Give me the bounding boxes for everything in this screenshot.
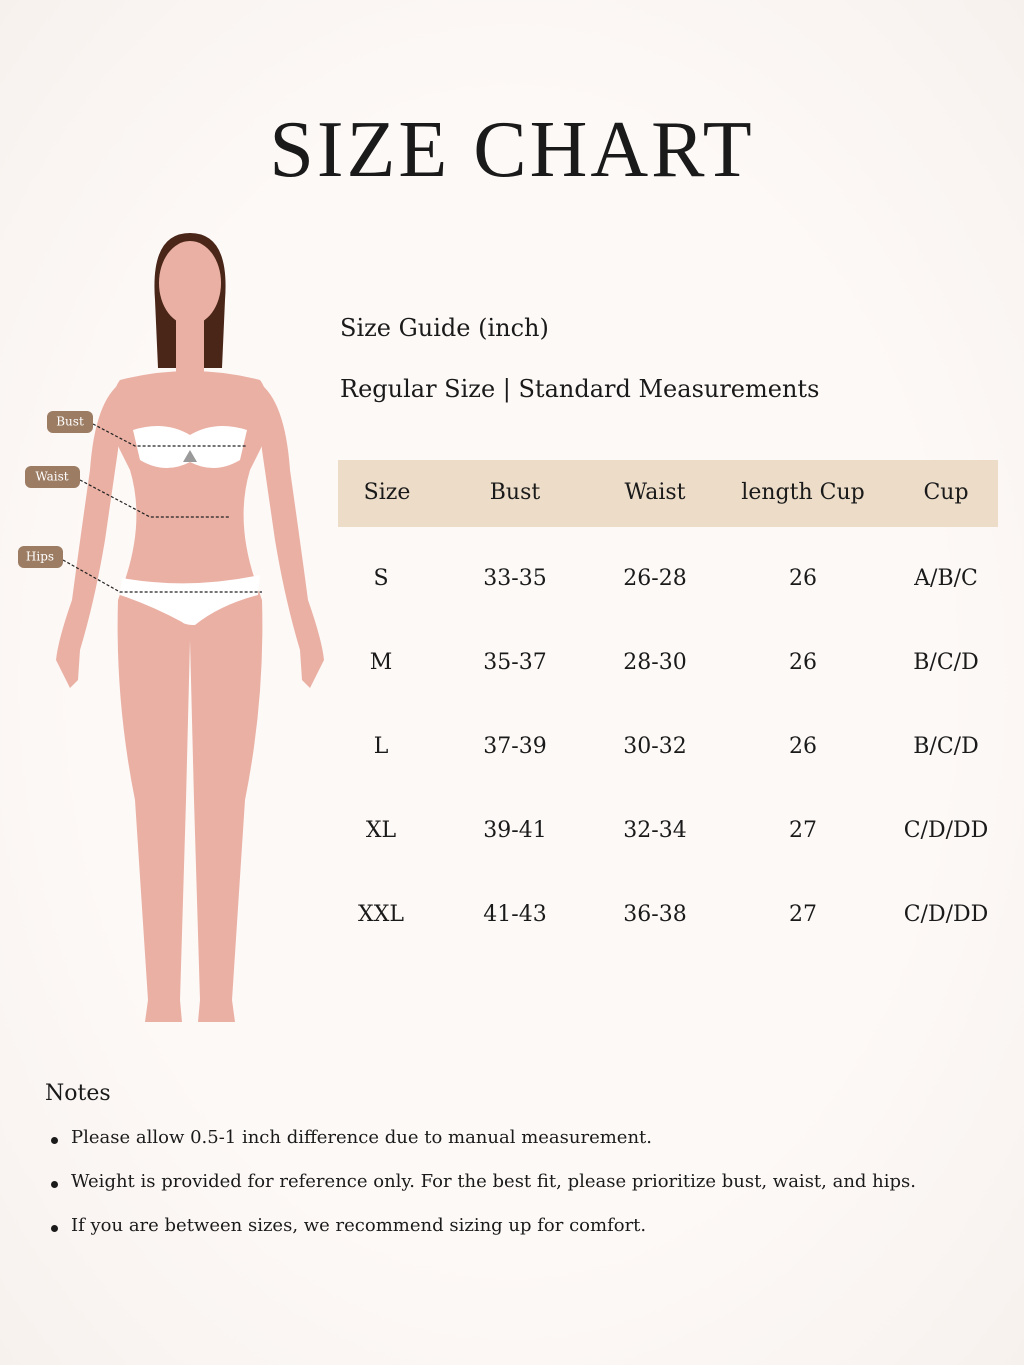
table-cell: 26 bbox=[789, 650, 817, 675]
figure-label: Bust bbox=[56, 415, 84, 429]
table-cell: 27 bbox=[789, 902, 817, 927]
table-cell: 33-35 bbox=[483, 566, 547, 591]
title: SIZE CHART bbox=[269, 106, 755, 194]
table-cell: 30-32 bbox=[623, 734, 687, 759]
figure-label: Hips bbox=[26, 550, 54, 564]
table-cell: 27 bbox=[789, 818, 817, 843]
table-cell: XXL bbox=[358, 902, 404, 927]
table-cell: C/D/DD bbox=[903, 818, 989, 843]
note-item: Weight is provided for reference only. F… bbox=[71, 1171, 917, 1192]
table-cell: 32-34 bbox=[623, 818, 687, 843]
note-item: If you are between sizes, we recommend s… bbox=[71, 1215, 647, 1236]
note-item: Please allow 0.5-1 inch difference due t… bbox=[71, 1127, 653, 1148]
table-cell: 41-43 bbox=[483, 902, 547, 927]
figure-label: Waist bbox=[35, 470, 68, 484]
table-cell: C/D/DD bbox=[903, 902, 989, 927]
table-cell: 36-38 bbox=[623, 902, 687, 927]
column-header: Bust bbox=[489, 480, 541, 505]
column-header: length Cup bbox=[741, 480, 865, 505]
table-cell: 26 bbox=[789, 566, 817, 591]
table-cell: 28-30 bbox=[623, 650, 687, 675]
table-cell: B/C/D bbox=[913, 650, 979, 675]
table-cell: 26-28 bbox=[623, 566, 687, 591]
bullet bbox=[51, 1137, 58, 1144]
column-header: Size bbox=[363, 480, 411, 505]
description: Regular Size | Standard Measurements bbox=[340, 375, 820, 403]
column-header: Cup bbox=[923, 480, 969, 505]
table-cell: B/C/D bbox=[913, 734, 979, 759]
table-cell: L bbox=[373, 734, 389, 759]
notes-title: Notes bbox=[45, 1081, 111, 1106]
bullet bbox=[51, 1225, 58, 1232]
subtitle: Size Guide (inch) bbox=[340, 314, 549, 342]
body-figure: Bust Waist Hips bbox=[18, 233, 324, 1022]
bullet bbox=[51, 1181, 58, 1188]
table-cell: 26 bbox=[789, 734, 817, 759]
table-cell: XL bbox=[365, 818, 397, 843]
table-cell: M bbox=[369, 650, 393, 675]
table-cell: A/B/C bbox=[914, 566, 978, 591]
table-header bbox=[338, 460, 998, 527]
table-cell: S bbox=[373, 566, 389, 591]
table-cell: 39-41 bbox=[483, 818, 547, 843]
table-cell: 37-39 bbox=[483, 734, 547, 759]
column-header: Waist bbox=[624, 480, 686, 505]
table-cell: 35-37 bbox=[483, 650, 547, 675]
